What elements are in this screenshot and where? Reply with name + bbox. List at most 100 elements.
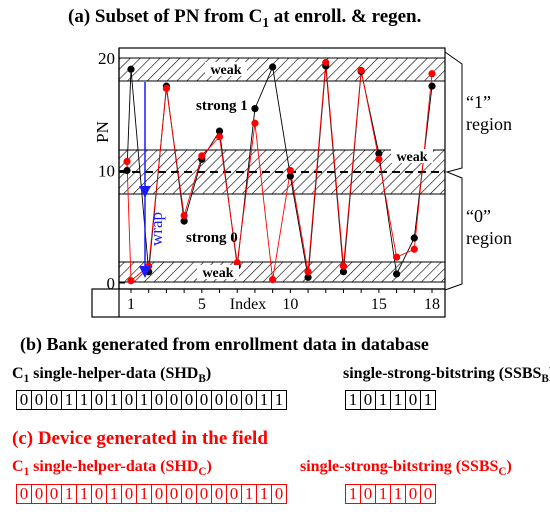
weak-top-label-bg <box>205 62 247 76</box>
bit-cell: 0 <box>271 484 287 504</box>
panel-b-ssbs-label: single-strong-bitstring (SSBSB) <box>343 365 550 386</box>
bit-cell: 0 <box>360 390 376 410</box>
bit-cell: 0 <box>181 390 197 410</box>
region-0-label-quote: “0” <box>466 206 491 226</box>
region-bracket <box>444 51 463 291</box>
bit-cell: 0 <box>151 484 167 504</box>
bit-cell: 0 <box>91 390 107 410</box>
bit-cell: 0 <box>211 484 227 504</box>
series-1-point <box>215 133 224 141</box>
weak-mid-label: weak <box>396 150 427 165</box>
bit-cell: 1 <box>76 390 92 410</box>
weak-band-top <box>118 57 446 82</box>
region-1-label-quote: “1” <box>466 92 491 112</box>
x-tick-label: 1 <box>127 296 135 313</box>
weak-mid-label-bg <box>391 149 433 163</box>
bit-cell: 1 <box>106 390 122 410</box>
series-1-point <box>162 84 171 92</box>
series-0-point <box>180 217 188 225</box>
series-1-point <box>339 262 348 270</box>
series-1-point <box>233 259 241 267</box>
bit-cell: 0 <box>360 484 376 504</box>
series-1-point <box>304 268 312 276</box>
bit-cell: 0 <box>31 484 47 504</box>
series-1-point <box>428 70 436 78</box>
weak-top-label: weak <box>210 63 241 78</box>
bit-cell: 1 <box>420 390 436 410</box>
bit-cell: 1 <box>375 390 391 410</box>
strong-0-label: strong 0 <box>186 230 238 246</box>
series-1-point <box>123 157 131 166</box>
series-1-point <box>145 262 153 270</box>
bit-cell: 0 <box>196 484 212 504</box>
bit-cell: 0 <box>226 484 242 504</box>
bit-cell: 1 <box>390 484 406 504</box>
bit-cell: 1 <box>390 390 406 410</box>
series-1-point <box>375 155 383 163</box>
series-0-point <box>410 234 418 242</box>
series-1-point <box>269 276 277 284</box>
bit-cell: 1 <box>375 484 391 504</box>
strong-1-label: strong 1 <box>196 98 248 114</box>
bit-cell: 0 <box>46 484 62 504</box>
region-0-label-word: region <box>466 228 512 248</box>
series-1-point <box>180 211 188 220</box>
bit-cell: 0 <box>196 390 212 410</box>
bit-cell: 0 <box>46 390 62 410</box>
x-tick-label: 10 <box>282 296 298 313</box>
x-tick-group: 1 5 10 15 18 <box>127 289 440 313</box>
weak-bottom-label-bg <box>197 265 239 279</box>
bit-cell: 0 <box>91 484 107 504</box>
bit-cell: 1 <box>256 390 272 410</box>
bit-cell: 1 <box>76 484 92 504</box>
series-0-point <box>392 270 401 278</box>
series-0-point <box>123 166 131 175</box>
bit-cell: 0 <box>420 484 436 504</box>
series-group <box>123 58 436 285</box>
series-1-point <box>410 245 418 253</box>
region-1-label-word: region <box>466 114 512 134</box>
xlabel: Index <box>230 296 266 313</box>
bit-cell: 1 <box>271 390 287 410</box>
bit-cell: 1 <box>136 390 152 410</box>
panel-c-shd-label: C1 single-helper-data (SHDC) <box>12 458 212 479</box>
bit-cell: 0 <box>181 484 197 504</box>
bit-cell: 0 <box>166 484 182 504</box>
series-0-point <box>251 105 259 113</box>
bit-cell: 1 <box>345 390 361 410</box>
bit-cell: 1 <box>136 484 152 504</box>
bit-cell: 0 <box>405 390 421 410</box>
ylabel: PN <box>93 121 112 143</box>
y-tick-label: 10 <box>98 162 115 181</box>
x-tick-label: 18 <box>424 296 440 313</box>
chart-title: (a) Subset of PN from C1 at enroll. & re… <box>68 6 422 30</box>
series-1-point <box>357 66 365 74</box>
bit-cell: 0 <box>166 390 182 410</box>
bit-cell: 0 <box>241 390 257 410</box>
series-0-point <box>304 273 312 281</box>
bit-cell: 1 <box>106 484 122 504</box>
series-0-point <box>375 150 383 158</box>
bit-cell: 0 <box>31 390 47 410</box>
bit-cell: 0 <box>211 390 227 410</box>
bit-cell: 0 <box>16 390 32 410</box>
series-0-point <box>286 172 294 180</box>
bit-cell: 1 <box>241 484 257 504</box>
bit-cell: 0 <box>121 390 137 410</box>
panel-c-title: (c) Device generated in the field <box>12 428 268 449</box>
series-0-point <box>269 63 277 71</box>
series-1-point <box>286 166 294 175</box>
bit-cell: 1 <box>345 484 361 504</box>
series-0-point <box>339 268 348 276</box>
bit-cell: 1 <box>256 484 272 504</box>
series-1-point <box>127 277 135 285</box>
x-tick-label: 5 <box>198 296 206 313</box>
y-tick-label: 20 <box>98 49 115 68</box>
series-1-point <box>322 58 330 67</box>
series-1-point <box>251 119 259 127</box>
wrap-label: wrap <box>147 212 166 246</box>
